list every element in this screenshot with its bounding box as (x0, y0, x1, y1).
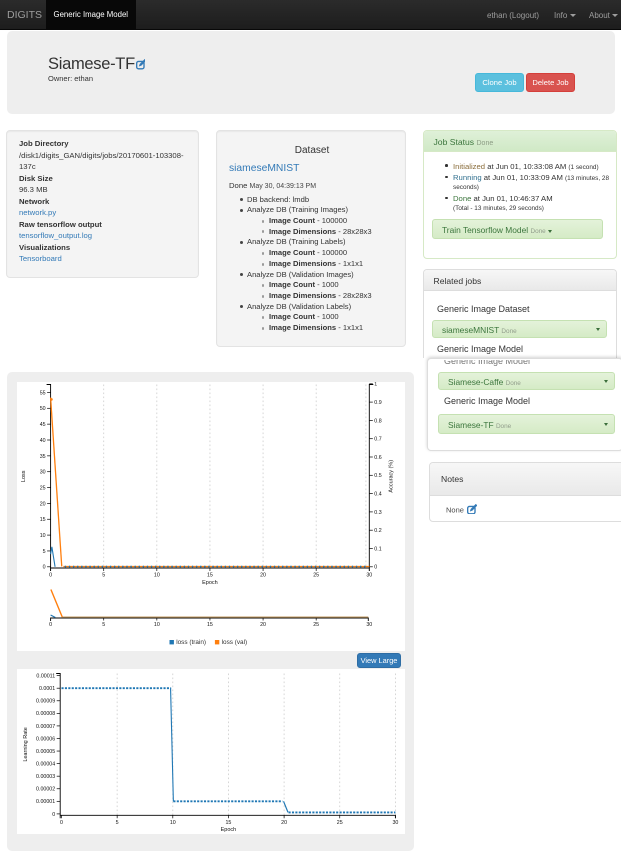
svg-text:5: 5 (43, 549, 46, 555)
svg-text:0.00005: 0.00005 (36, 749, 55, 755)
svg-text:0.4: 0.4 (374, 492, 381, 498)
svg-text:0.1: 0.1 (374, 546, 381, 552)
svg-text:40: 40 (40, 438, 46, 444)
svg-text:0.7: 0.7 (374, 437, 381, 443)
svg-text:20: 20 (260, 622, 266, 628)
svg-text:0.6: 0.6 (374, 455, 381, 461)
svg-text:Epoch: Epoch (221, 827, 237, 833)
svg-text:5: 5 (102, 573, 105, 579)
svg-text:0.5: 0.5 (374, 473, 381, 479)
svg-text:25: 25 (313, 622, 319, 628)
svg-text:0.00009: 0.00009 (36, 699, 55, 705)
svg-text:loss (train): loss (train) (176, 639, 206, 646)
svg-text:0: 0 (49, 622, 52, 628)
svg-text:25: 25 (40, 485, 46, 491)
svg-text:10: 10 (154, 622, 160, 628)
svg-text:30: 30 (40, 470, 46, 476)
svg-text:45: 45 (40, 422, 46, 428)
svg-text:1: 1 (374, 382, 377, 388)
svg-text:loss (val): loss (val) (222, 639, 248, 646)
svg-text:0: 0 (49, 573, 52, 579)
svg-text:0: 0 (52, 812, 55, 818)
svg-text:0.00008: 0.00008 (36, 711, 55, 717)
svg-text:0.00011: 0.00011 (36, 674, 55, 680)
svg-text:30: 30 (392, 820, 398, 826)
svg-text:0: 0 (374, 565, 377, 571)
svg-text:0.0001: 0.0001 (39, 686, 55, 692)
svg-text:5: 5 (116, 820, 119, 826)
svg-text:0.00003: 0.00003 (36, 774, 55, 780)
svg-text:35: 35 (40, 454, 46, 460)
svg-text:0: 0 (43, 565, 46, 571)
svg-text:20: 20 (281, 820, 287, 826)
svg-text:15: 15 (207, 573, 213, 579)
svg-text:30: 30 (366, 573, 372, 579)
svg-text:25: 25 (313, 573, 319, 579)
svg-text:20: 20 (40, 501, 46, 507)
svg-text:0: 0 (60, 820, 63, 826)
svg-text:Accuracy (%): Accuracy (%) (388, 460, 394, 493)
svg-text:15: 15 (207, 622, 213, 628)
svg-text:10: 10 (154, 573, 160, 579)
svg-text:50: 50 (40, 406, 46, 412)
svg-text:Epoch: Epoch (202, 580, 218, 586)
svg-text:0.00006: 0.00006 (36, 736, 55, 742)
svg-text:10: 10 (170, 820, 176, 826)
svg-text:15: 15 (40, 517, 46, 523)
svg-text:0.00002: 0.00002 (36, 787, 55, 793)
svg-text:0.00007: 0.00007 (36, 724, 55, 730)
svg-text:20: 20 (260, 573, 266, 579)
svg-text:Loss: Loss (21, 470, 27, 482)
svg-text:0.00004: 0.00004 (36, 762, 55, 768)
svg-text:0.00001: 0.00001 (36, 799, 55, 805)
svg-text:10: 10 (40, 533, 46, 539)
svg-text:0.9: 0.9 (374, 400, 381, 406)
svg-text:Learning Rate: Learning Rate (23, 727, 29, 762)
svg-text:0.2: 0.2 (374, 528, 381, 534)
svg-text:55: 55 (40, 390, 46, 396)
svg-text:0.8: 0.8 (374, 418, 381, 424)
svg-text:0.3: 0.3 (374, 510, 381, 516)
svg-text:5: 5 (102, 622, 105, 628)
svg-text:30: 30 (366, 622, 372, 628)
svg-text:15: 15 (225, 820, 231, 826)
svg-text:25: 25 (337, 820, 343, 826)
